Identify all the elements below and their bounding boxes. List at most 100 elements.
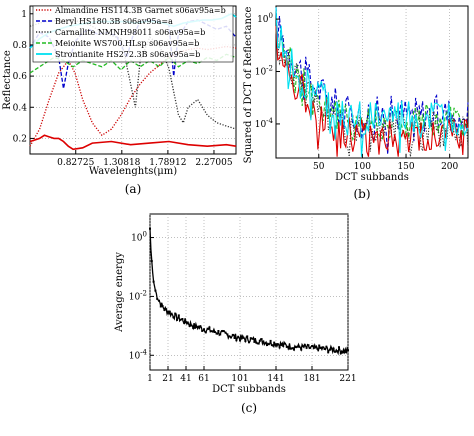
chart-c-x-ticks: 1 21 41 61 101 141 181 221 (147, 366, 357, 384)
data-point (285, 345, 288, 348)
series-line-0 (149, 228, 349, 356)
chart-b-series (275, 7, 469, 157)
series-line-3 (29, 53, 237, 74)
data-point (192, 327, 195, 330)
data-point (156, 297, 159, 300)
data-point (168, 310, 171, 313)
data-point (258, 339, 261, 342)
chart-c-grid (149, 214, 349, 370)
data-point (204, 331, 207, 334)
data-point (213, 331, 216, 333)
x-tick-label: 21 (162, 374, 173, 384)
data-point (201, 329, 204, 332)
data-point (262, 340, 265, 343)
data-point (231, 333, 234, 336)
legend-box (32, 5, 234, 63)
y-tick-label: 1 (21, 10, 27, 20)
data-point (242, 336, 245, 339)
chart-b-y-ticks: 100 10-2 10-4 (255, 12, 280, 130)
data-point (330, 347, 333, 350)
data-point (284, 342, 286, 345)
data-point (251, 337, 254, 340)
data-point (318, 344, 321, 347)
data-point (264, 342, 267, 345)
series-line-1 (275, 30, 469, 142)
data-point (210, 330, 213, 333)
data-point (282, 344, 285, 347)
data-point (305, 346, 308, 349)
data-point (177, 314, 180, 317)
data-point (316, 347, 319, 350)
data-point (334, 350, 337, 353)
chart-a-ylabel: Reflectance (2, 50, 13, 110)
data-point (320, 346, 322, 349)
data-point (329, 348, 331, 351)
data-point (226, 333, 229, 336)
data-point (269, 339, 272, 342)
chart-c-series (149, 227, 349, 356)
data-point (199, 325, 202, 328)
y-tick-label: 10-2 (255, 65, 273, 78)
chart-b-caption: (b) (353, 187, 370, 201)
data-point (215, 332, 218, 335)
data-point (278, 346, 281, 349)
data-point (154, 289, 157, 292)
chart-c-caption: (c) (241, 401, 257, 415)
x-tick-label: 100 (354, 162, 371, 172)
data-point (181, 318, 184, 320)
data-point (230, 336, 232, 339)
data-point (300, 348, 303, 351)
data-point (266, 344, 268, 346)
data-point (235, 339, 238, 342)
data-point (221, 330, 223, 333)
data-point (345, 351, 348, 353)
x-tick-label: 41 (180, 374, 191, 384)
data-point (224, 331, 227, 334)
data-point (260, 338, 263, 341)
data-point (257, 342, 259, 345)
chart-a-caption: (a) (125, 182, 142, 196)
data-point (267, 343, 270, 346)
data-point (294, 346, 297, 349)
data-point (195, 325, 198, 328)
chart-a: 0.2 0.4 0.6 0.8 1 0.82725 1.30818 1.78912 2.270… (2, 5, 237, 196)
y-tick-label: 100 (257, 12, 273, 25)
x-tick-label: 221 (339, 374, 356, 384)
data-point (341, 351, 344, 354)
data-point (203, 328, 205, 331)
data-point (208, 326, 211, 329)
data-point (237, 335, 240, 338)
chart-b-frame (275, 5, 469, 159)
y-tick-label: 100 (131, 231, 147, 244)
data-point (343, 351, 346, 354)
data-point (347, 349, 349, 352)
data-point (271, 344, 274, 347)
chart-c-y-ticks: 100 10-2 10-4 (129, 231, 154, 361)
data-point (296, 345, 299, 348)
data-point (325, 345, 328, 348)
chart-a-x-ticks: 0.82725 1.30818 1.78912 2.27005 (57, 150, 233, 168)
chart-c-ylabel: Average energy (114, 252, 125, 333)
legend-entry: Carnallite NMNH98011 s06av95a=b (55, 28, 205, 37)
data-point (167, 310, 169, 313)
data-point (275, 343, 277, 346)
data-point (298, 345, 301, 348)
y-tick-label: 0.4 (13, 103, 28, 113)
x-tick-label: 1.78912 (149, 158, 186, 168)
data-point (194, 326, 196, 329)
data-point (158, 299, 160, 302)
data-point (185, 321, 187, 324)
data-point (312, 346, 315, 349)
data-point (302, 345, 304, 348)
data-point (280, 343, 283, 346)
data-point (159, 305, 162, 308)
data-point (323, 348, 326, 350)
data-point (165, 308, 168, 311)
data-point (327, 351, 330, 354)
data-point (336, 350, 339, 353)
x-tick-label: 1 (147, 374, 153, 384)
data-point (255, 341, 258, 344)
data-point (293, 348, 295, 351)
x-tick-label: 1.30818 (103, 158, 140, 168)
data-point (228, 335, 231, 338)
